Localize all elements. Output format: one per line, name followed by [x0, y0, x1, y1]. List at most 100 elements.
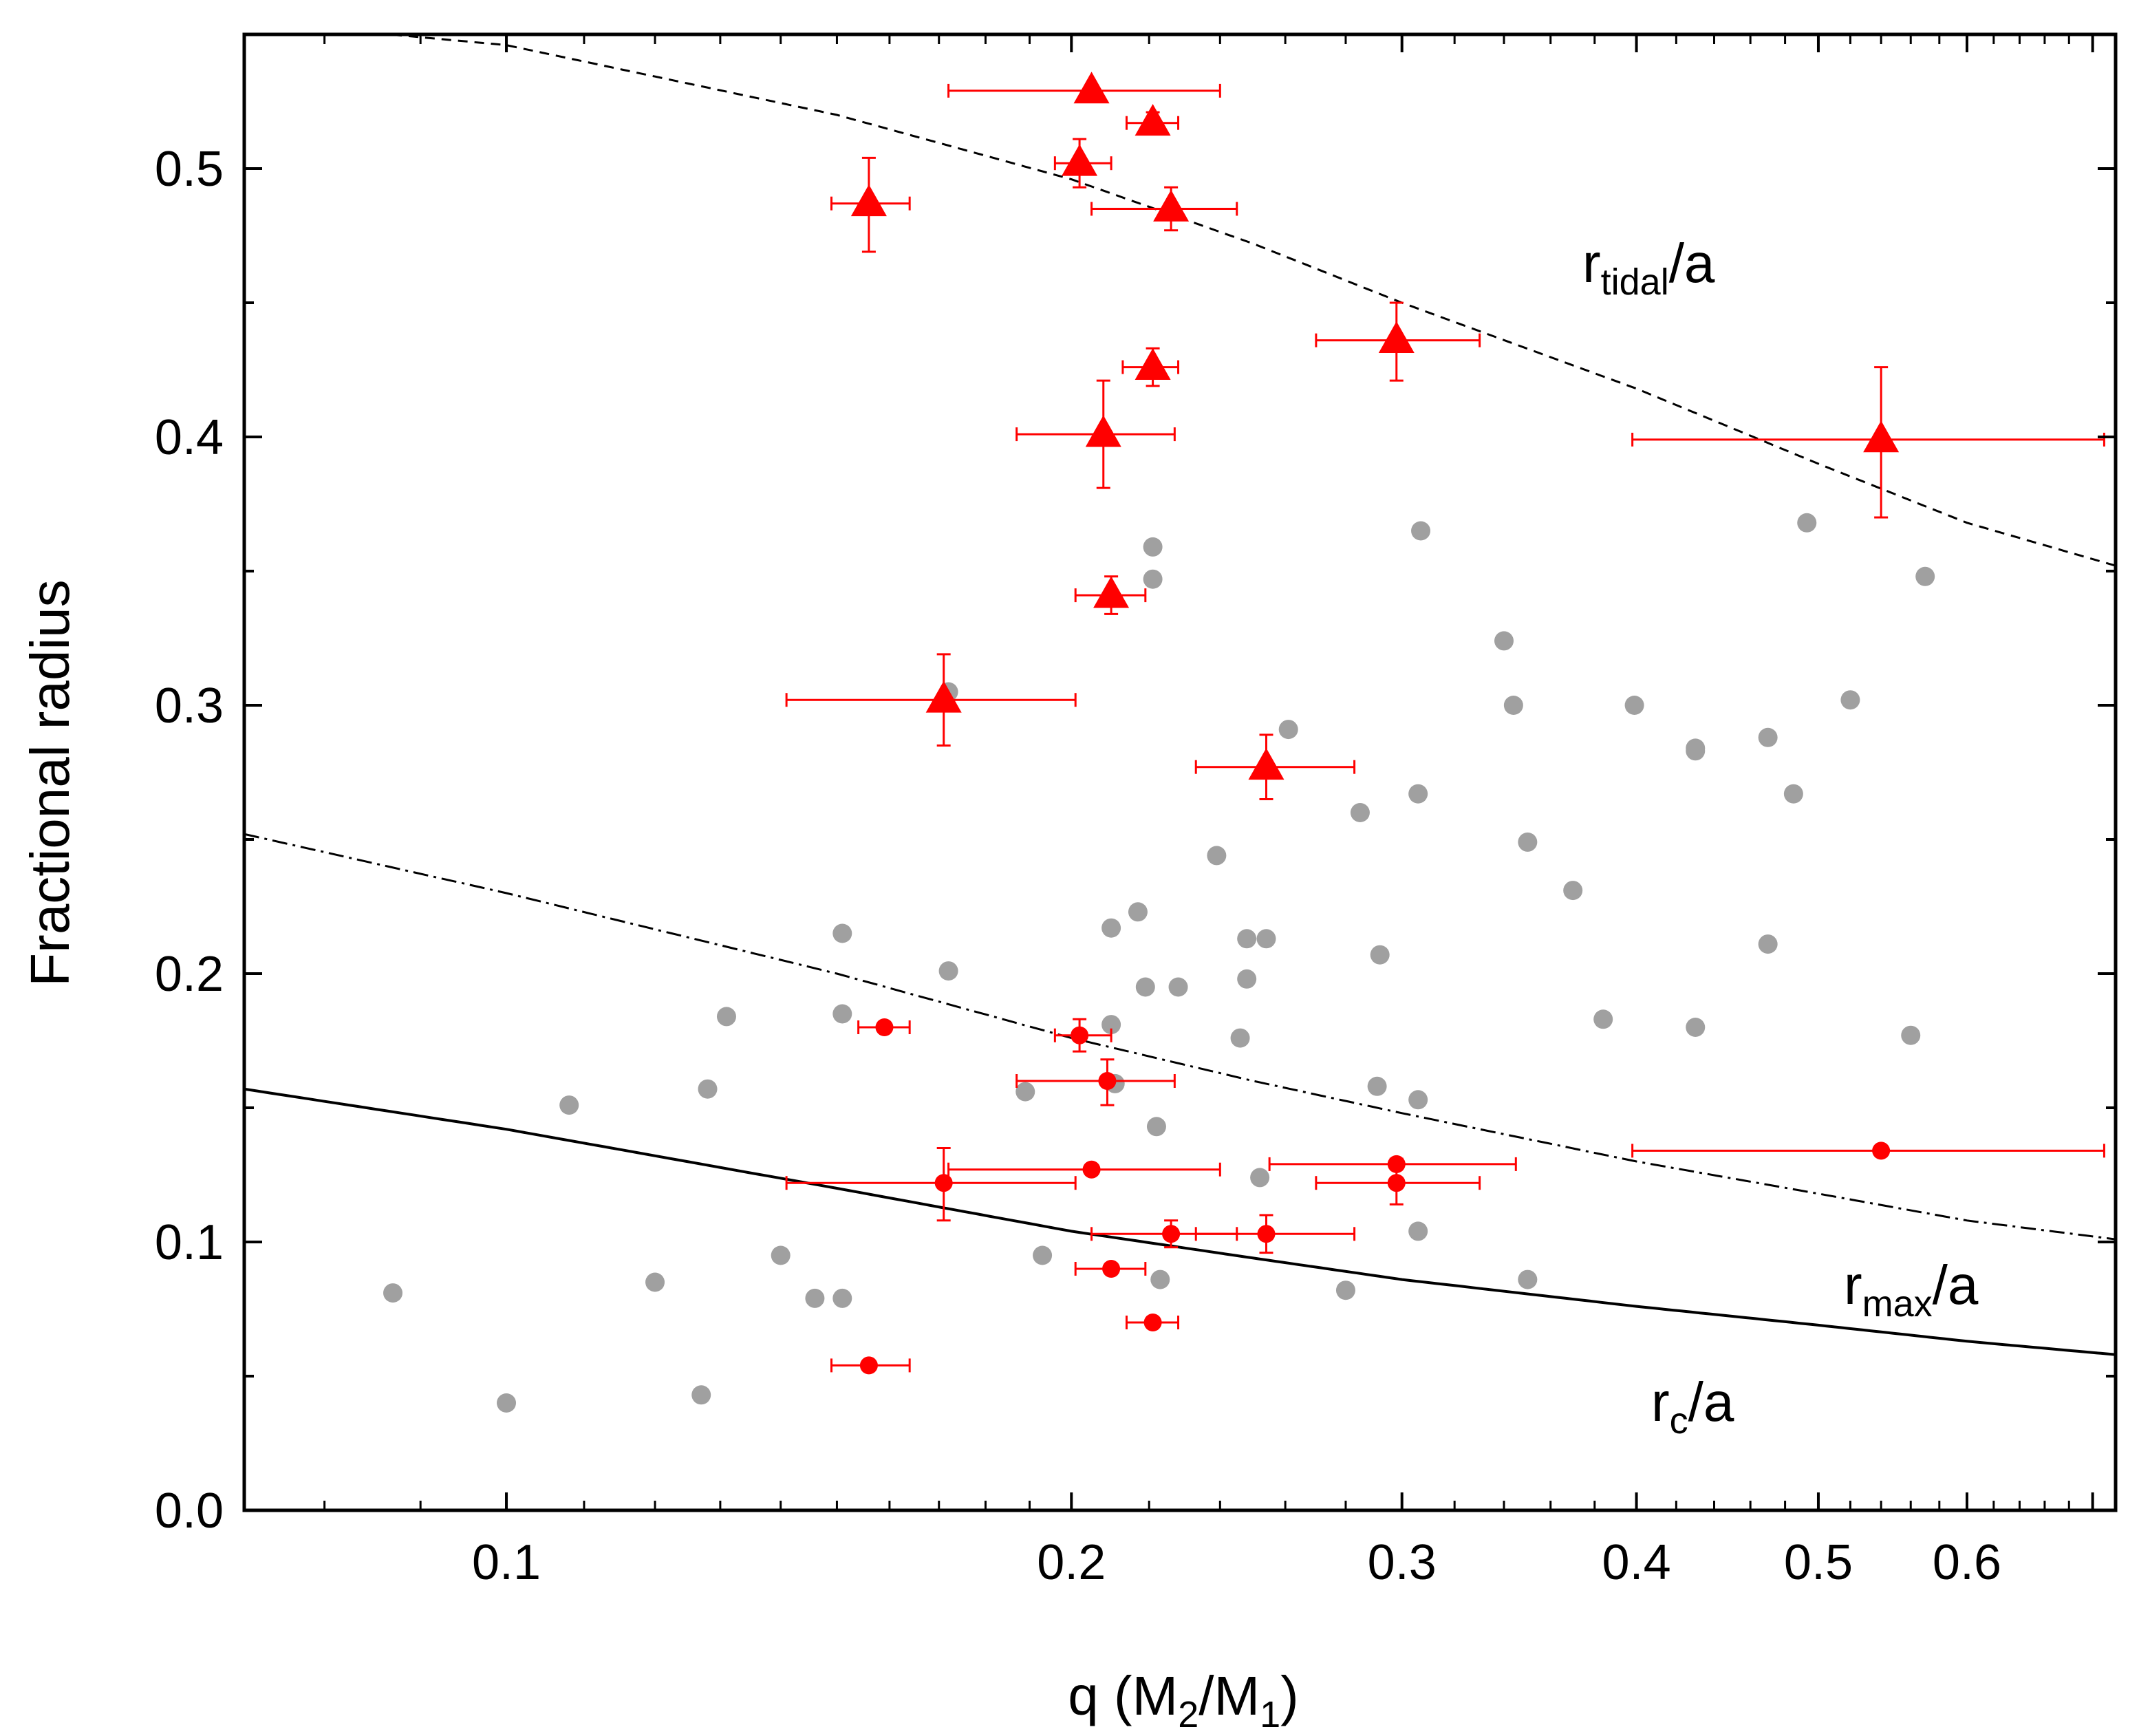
curve-label-rmax: rmax/a: [1844, 1254, 1979, 1325]
grey-point: [1250, 1168, 1270, 1188]
grey-point: [1367, 1076, 1387, 1096]
curve-label-rtidal: rtidal/a: [1582, 233, 1715, 303]
grey-point: [1143, 537, 1163, 557]
grey-point: [1033, 1245, 1053, 1265]
grey-point: [1408, 1090, 1428, 1110]
grey-point: [1408, 1221, 1428, 1241]
grey-point: [698, 1079, 718, 1099]
red-triangle-point: [850, 184, 887, 217]
x-tick-label: 0.1: [472, 1535, 541, 1590]
grey-point: [1256, 929, 1276, 949]
grey-point: [1135, 977, 1155, 997]
grey-point: [1101, 918, 1121, 938]
red-triangle-point: [1093, 576, 1130, 608]
x-tick-label: 0.3: [1368, 1535, 1437, 1590]
red-triangle-point: [1085, 415, 1121, 447]
grey-point: [559, 1095, 579, 1115]
red-triangle-point: [1248, 748, 1284, 780]
grey-point: [1758, 727, 1778, 747]
x-tick-label: 0.6: [1933, 1535, 2001, 1590]
grey-point: [1408, 784, 1428, 804]
red-triangle-point: [1135, 348, 1171, 380]
grey-point: [1758, 934, 1778, 954]
grey-point: [716, 1007, 736, 1027]
curve-rca: [244, 1087, 2116, 1356]
y-axis-title: Fractional radius: [19, 579, 80, 986]
grey-point: [1503, 696, 1523, 715]
x-axis-title: q (M2/M1): [1068, 1665, 1299, 1735]
grey-point: [1783, 784, 1803, 804]
grey-point: [1563, 881, 1583, 901]
grey-point: [1335, 1280, 1355, 1300]
grey-point: [1230, 1028, 1250, 1048]
grey-point: [1128, 902, 1148, 922]
y-tick-label: 0.0: [155, 1483, 224, 1539]
grey-point: [1494, 631, 1514, 651]
grey-point: [938, 961, 958, 981]
red-triangle-point: [925, 681, 962, 713]
grey-point: [383, 1283, 403, 1303]
red-circle-point: [1143, 1314, 1162, 1331]
grey-point: [1015, 1082, 1035, 1102]
grey-point: [1518, 1269, 1538, 1289]
x-tick-label: 0.5: [1784, 1535, 1853, 1590]
grey-point: [1168, 977, 1188, 997]
x-axis-title-mid: /M: [1198, 1665, 1260, 1726]
y-tick-label: 0.3: [155, 678, 224, 733]
grey-point: [1840, 690, 1860, 710]
tick-labels: 0.0 0.1 0.2 0.3 0.4 0.5 0.1 0.2 0.3 0.4 0.5 0.6: [155, 142, 2001, 1590]
grey-point: [1350, 803, 1370, 822]
grey-point: [1278, 720, 1298, 740]
red-circle-point: [1257, 1225, 1276, 1243]
axis-ticks: [244, 33, 2116, 1512]
red-circle-point: [1071, 1026, 1089, 1044]
red-triangle-point: [1863, 420, 1900, 453]
red-circle-point: [934, 1174, 953, 1192]
red-triangle-point: [1073, 72, 1110, 104]
x-axis-title-main: q (M: [1068, 1665, 1178, 1726]
y-tick-label: 0.4: [155, 410, 224, 465]
grey-point: [645, 1272, 665, 1292]
grey-point: [832, 1004, 852, 1024]
comparison-points: [383, 513, 1935, 1413]
plot-frame: [242, 32, 2118, 1512]
red-circle-point: [1387, 1155, 1406, 1173]
red-triangle-point: [1153, 189, 1190, 222]
grey-point: [497, 1393, 517, 1413]
grey-point: [1518, 832, 1538, 852]
red-circle-point: [859, 1356, 878, 1375]
grey-point: [1411, 521, 1431, 541]
grey-point: [1207, 846, 1227, 866]
red-circle-point: [1082, 1160, 1101, 1179]
red-circle-point: [1102, 1260, 1121, 1278]
grey-point: [1143, 569, 1163, 589]
grey-point: [691, 1385, 711, 1405]
grey-point: [1624, 696, 1644, 715]
red-circle-point: [1098, 1072, 1117, 1090]
red-triangle-point: [1135, 104, 1171, 136]
reference-curves: [244, 34, 2116, 1356]
red-circle-point: [1162, 1225, 1181, 1243]
grey-point: [771, 1245, 791, 1265]
grey-point: [1686, 1018, 1706, 1037]
grey-point: [1146, 1117, 1166, 1137]
grey-point: [1370, 945, 1390, 965]
red-circle-point: [875, 1018, 894, 1036]
red-markers: [850, 72, 1900, 1375]
red-circle-point: [1387, 1174, 1406, 1192]
grey-point: [1901, 1025, 1921, 1045]
error-bars: [785, 83, 2105, 1373]
x-axis-title-sub1: 2: [1178, 1694, 1198, 1735]
grey-point: [1150, 1269, 1170, 1289]
grey-point: [1237, 929, 1257, 949]
grey-point: [832, 1288, 852, 1308]
grey-point: [1237, 969, 1257, 989]
grey-point: [1593, 1009, 1613, 1029]
y-tick-label: 0.2: [155, 947, 224, 1002]
curve-label-rc: rc/a: [1651, 1371, 1734, 1442]
grey-point: [1915, 566, 1935, 586]
x-axis-title-end: ): [1280, 1665, 1299, 1726]
curve-rtidala: [378, 34, 2116, 567]
grey-point: [1101, 1015, 1121, 1035]
x-tick-label: 0.2: [1037, 1535, 1106, 1590]
